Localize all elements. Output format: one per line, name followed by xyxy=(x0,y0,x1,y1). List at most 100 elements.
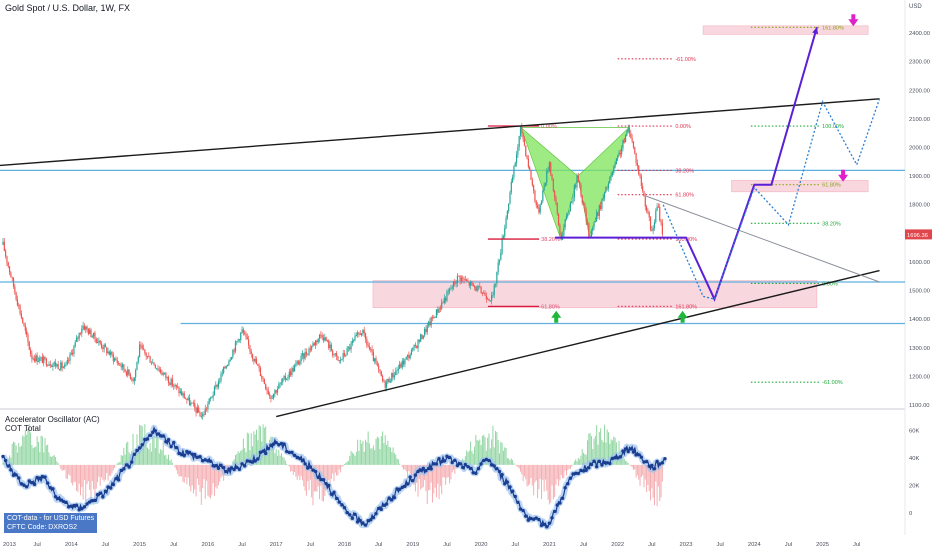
candle-body xyxy=(264,379,265,384)
candle-body xyxy=(492,295,493,296)
ac-bar xyxy=(640,465,641,486)
candle-body xyxy=(298,361,299,364)
candle-body xyxy=(118,363,119,364)
ac-bar xyxy=(571,465,572,467)
candle-body xyxy=(626,132,627,136)
candle-body xyxy=(576,175,577,187)
ac-bar xyxy=(198,465,199,485)
ac-bar xyxy=(645,465,646,480)
candle-body xyxy=(58,364,59,369)
candle-body xyxy=(169,383,170,385)
fib-mid-label-5: 161.80% xyxy=(675,304,697,310)
cot-point xyxy=(198,455,201,458)
x-tick-22: 2024 xyxy=(748,542,762,548)
candle-body xyxy=(470,282,471,286)
cot-point xyxy=(33,483,36,486)
ac-bar xyxy=(563,465,564,479)
candle-body xyxy=(160,370,161,373)
cot-point xyxy=(1,455,4,458)
arrow-up-2021 xyxy=(551,311,561,323)
candle-body xyxy=(269,394,270,396)
candle-body xyxy=(37,355,38,361)
ac-bar xyxy=(175,465,176,468)
candle-body xyxy=(608,183,609,188)
ac-bar xyxy=(105,465,106,480)
ac-bar xyxy=(285,461,286,465)
x-tick-2: 2014 xyxy=(65,542,79,548)
candle-body xyxy=(382,376,383,380)
ac-bar xyxy=(393,447,394,464)
ac-bar xyxy=(521,465,522,475)
cot-point xyxy=(414,473,417,476)
ac-bar xyxy=(184,465,185,483)
candle-body xyxy=(417,340,418,348)
cot-point xyxy=(343,506,346,509)
candle-body xyxy=(612,173,613,175)
candle-body xyxy=(197,408,198,413)
candle-body xyxy=(289,372,290,377)
ac-bar xyxy=(545,465,546,480)
cot-point xyxy=(619,455,622,458)
ac-bar xyxy=(549,465,550,505)
ac-indicator-label[interactable]: Accelerator Oscillator (AC) xyxy=(5,415,100,424)
ac-bar xyxy=(441,465,442,494)
cot-point xyxy=(64,501,67,504)
candle-body xyxy=(172,379,173,386)
candle-body xyxy=(186,399,187,400)
ac-bar xyxy=(557,465,558,479)
candle-body xyxy=(140,345,141,346)
candle-body xyxy=(60,362,61,369)
candle-body xyxy=(295,363,296,365)
candle-body xyxy=(79,333,80,339)
candle-body xyxy=(230,360,231,361)
ac-bar xyxy=(558,465,559,486)
cot-point xyxy=(548,521,551,524)
ac-bar xyxy=(341,465,342,467)
candle-body xyxy=(132,379,133,381)
ac-bar xyxy=(96,465,97,489)
candle-body xyxy=(285,376,286,380)
ac-bar xyxy=(68,465,69,474)
candle-body xyxy=(220,374,221,381)
candle-body xyxy=(391,373,392,382)
ac-bar xyxy=(263,424,264,465)
candle-body xyxy=(80,333,81,334)
cot-point xyxy=(290,451,293,454)
candle-body xyxy=(210,398,211,399)
candle-body xyxy=(642,186,643,191)
ac-bar xyxy=(397,459,398,465)
candle-body xyxy=(570,203,571,211)
candle-body xyxy=(616,159,617,164)
ac-bar xyxy=(56,461,57,465)
ac-bar xyxy=(578,458,579,465)
candle-body xyxy=(142,346,143,349)
candle-body xyxy=(185,398,186,399)
candle-body xyxy=(383,381,384,382)
ac-bar xyxy=(180,465,181,476)
candle-body xyxy=(601,200,602,209)
cot-point xyxy=(264,452,267,455)
ac-bar xyxy=(210,465,211,499)
candle-body xyxy=(73,346,74,354)
candle-body xyxy=(201,416,202,417)
cot-point xyxy=(563,486,566,489)
cot-indicator-label[interactable]: COT Total xyxy=(5,424,41,433)
ac-bar xyxy=(540,465,541,479)
candle-body xyxy=(442,303,443,304)
ac-bar xyxy=(404,465,405,469)
candle-body xyxy=(621,148,622,154)
candle-body xyxy=(561,233,562,239)
candle-body xyxy=(326,337,327,341)
cot-point xyxy=(637,453,640,456)
candle-body xyxy=(389,379,390,383)
candle-body xyxy=(565,219,566,227)
candle-body xyxy=(76,338,77,342)
candle-body xyxy=(226,366,227,368)
cot-point xyxy=(335,497,338,500)
candle-body xyxy=(650,217,651,230)
candle-body xyxy=(34,359,35,362)
cot-point xyxy=(584,469,587,472)
x-tick-1: Jul xyxy=(33,542,40,548)
